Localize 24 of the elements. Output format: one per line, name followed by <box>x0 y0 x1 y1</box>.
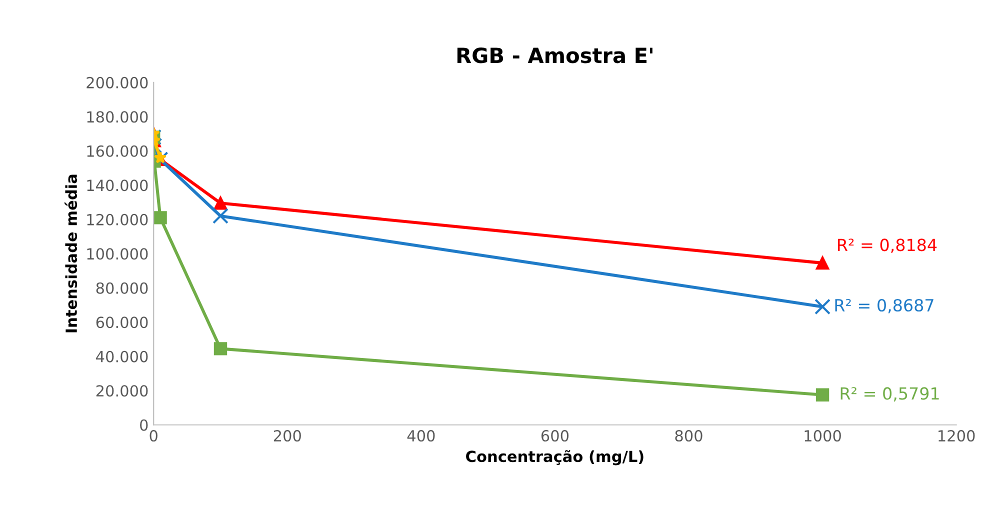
y-tick-label: 180.000 <box>87 111 148 123</box>
x-tick-label: 1200 <box>938 430 975 442</box>
y-tick-label: 60.000 <box>96 316 148 328</box>
x-tick-label: 200 <box>274 430 301 442</box>
y-tick-label: 140.000 <box>87 180 148 192</box>
x-tick-label: 0 <box>150 430 158 442</box>
chart-title: RGB - Amostra E' <box>457 47 652 64</box>
y-tick-label: 0 <box>140 419 148 431</box>
annotation: R² = 0,5791 <box>840 387 939 402</box>
y-tick-label: 40.000 <box>96 350 148 362</box>
y-tick-label: 80.000 <box>96 282 148 294</box>
y-tick-label: 100.000 <box>87 248 148 260</box>
x-tick-label: 1000 <box>804 430 841 442</box>
y-tick-label: 160.000 <box>87 145 148 157</box>
y-tick-label: 20.000 <box>96 385 148 397</box>
y-tick-label: 120.000 <box>87 214 148 226</box>
x-axis-title: Concentração (mg/L) <box>466 450 644 466</box>
y-axis-title: Intensidade média <box>64 174 78 332</box>
y-tick-label: 200.000 <box>86 76 148 88</box>
x-tick-label: 600 <box>541 430 569 442</box>
x-tick-label: 800 <box>675 430 702 442</box>
annotation: R² = 0,8184 <box>838 238 937 253</box>
annotation: R² = 0,8687 <box>835 298 934 314</box>
x-tick-label: 400 <box>407 430 435 442</box>
